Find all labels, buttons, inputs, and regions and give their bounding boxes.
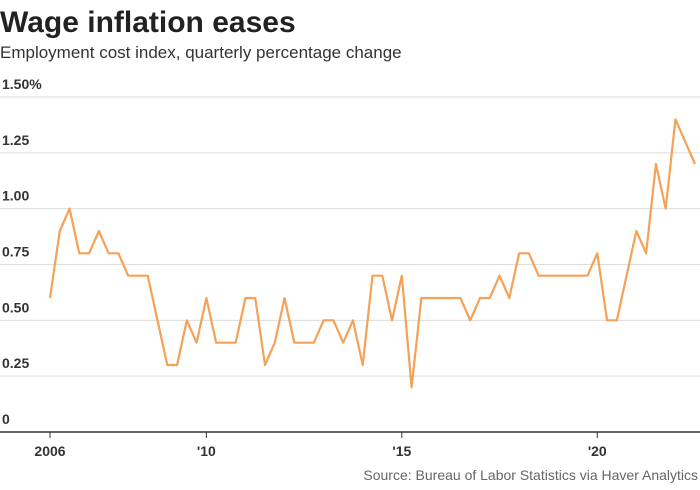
y-tick-label: 0 (2, 411, 10, 427)
x-tick-label: '10 (197, 443, 216, 459)
y-tick-label: 0.50 (2, 299, 29, 315)
y-tick-label: 1.50% (2, 76, 42, 92)
y-tick-label: 1.25 (2, 132, 29, 148)
x-tick-label: '20 (588, 443, 607, 459)
x-tick-label: 2006 (34, 443, 65, 459)
y-tick-label: 1.00 (2, 188, 29, 204)
chart-subtitle: Employment cost index, quarterly percent… (0, 43, 402, 62)
y-tick-label: 0.75 (2, 244, 29, 260)
source: Source: Bureau of Labor Statistics via H… (363, 467, 698, 483)
chart-title: Wage inflation eases (0, 6, 296, 39)
y-tick-label: 0.25 (2, 355, 29, 371)
x-tick-label: '15 (392, 443, 411, 459)
line (48, 118, 697, 389)
